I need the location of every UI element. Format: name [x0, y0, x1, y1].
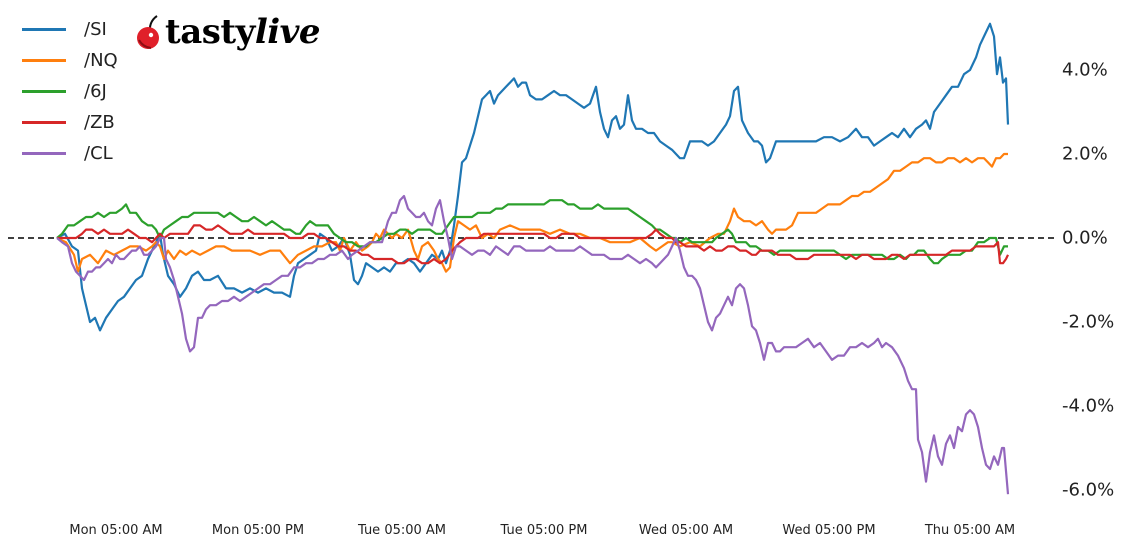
series-layer: [56, 22, 1010, 495]
series-line-nq: [56, 152, 1008, 273]
legend-swatch: [22, 59, 66, 62]
legend-swatch: [22, 152, 66, 155]
x-tick-label: Thu 05:00 AM: [924, 523, 1016, 538]
legend-label: /ZB: [84, 112, 115, 133]
x-tick-label: Mon 05:00 AM: [69, 523, 163, 538]
y-tick-label: -4.0%: [1062, 395, 1115, 417]
tastylive-logo: tastylive: [133, 12, 321, 52]
logo-text-main: tasty: [165, 12, 255, 52]
x-tick-label: Mon 05:00 PM: [211, 523, 305, 538]
legend-item: /6J: [22, 76, 118, 107]
series-line-si: [56, 22, 1010, 332]
logo-wordmark: tastylive: [165, 12, 321, 52]
x-tick-label: Tue 05:00 AM: [357, 523, 447, 538]
y-tick-label: -2.0%: [1062, 311, 1115, 333]
legend-swatch: [22, 121, 66, 124]
legend-swatch: [22, 90, 66, 93]
legend-item: /NQ: [22, 45, 118, 76]
x-tick-label: Wed 05:00 PM: [782, 523, 876, 538]
legend-label: /NQ: [84, 50, 118, 71]
legend-label: /SI: [84, 19, 107, 40]
legend: /SI/NQ/6J/ZB/CL: [22, 14, 118, 169]
series-line-6j: [56, 199, 1008, 265]
legend-item: /SI: [22, 14, 118, 45]
legend-item: /ZB: [22, 107, 118, 138]
y-tick-label: 2.0%: [1062, 143, 1108, 165]
y-tick-label: -6.0%: [1062, 479, 1115, 501]
series-line-cl: [56, 194, 1010, 495]
legend-item: /CL: [22, 138, 118, 169]
x-tick-label: Tue 05:00 PM: [500, 523, 588, 538]
legend-label: /CL: [84, 143, 113, 164]
legend-swatch: [22, 28, 66, 31]
y-tick-label: 0.0%: [1062, 227, 1108, 249]
series-line-zb: [57, 224, 1009, 265]
legend-label: /6J: [84, 81, 107, 102]
logo-text-accent: live: [254, 12, 321, 52]
x-tick-label: Wed 05:00 AM: [638, 523, 734, 538]
cherry-icon: [137, 15, 159, 49]
y-tick-label: 4.0%: [1062, 59, 1108, 81]
